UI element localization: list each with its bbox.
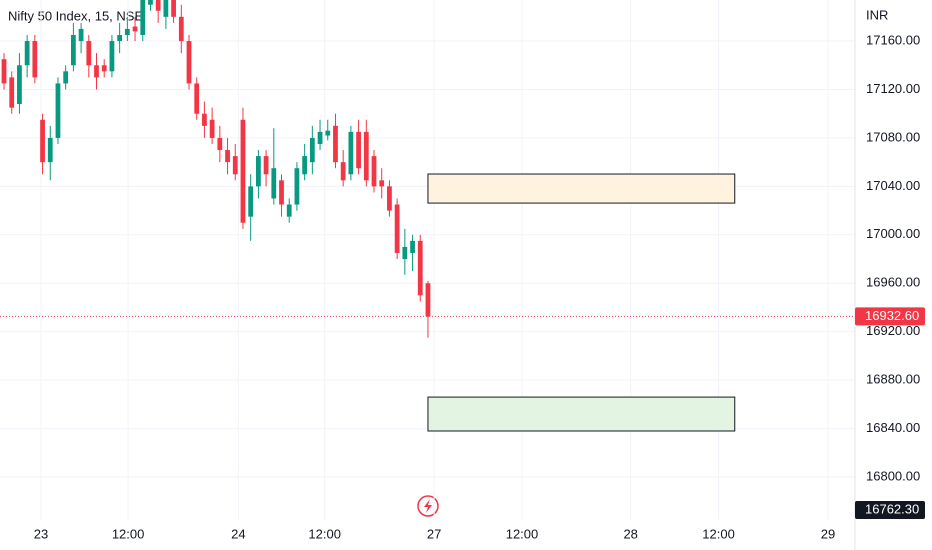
x-tick-label: 12:00 xyxy=(702,526,735,541)
candle-body xyxy=(325,130,331,136)
candle-body xyxy=(194,83,200,114)
candle-body xyxy=(340,162,346,181)
candle-body xyxy=(155,0,161,11)
candle-body xyxy=(248,186,254,217)
x-tick-label: 28 xyxy=(623,526,637,541)
candle-body xyxy=(217,137,223,151)
candle-body xyxy=(9,77,15,108)
candle-body xyxy=(24,41,30,66)
candle-body xyxy=(348,131,354,175)
y-tick-label: 17040.00 xyxy=(866,178,920,193)
x-tick-label: 24 xyxy=(231,526,245,541)
price-label-bg xyxy=(855,501,925,519)
candle-body xyxy=(402,246,408,260)
candle-body xyxy=(271,168,277,199)
y-tick-label: 16880.00 xyxy=(866,372,920,387)
candle-body xyxy=(263,156,269,175)
candle-body xyxy=(124,28,130,35)
candle-body xyxy=(394,204,400,253)
x-tick-label: 12:00 xyxy=(308,526,341,541)
candle-body xyxy=(163,0,169,17)
y-tick-label: 17120.00 xyxy=(866,81,920,96)
candle-body xyxy=(425,283,431,317)
price-label: 16762.30 xyxy=(865,501,919,516)
candle-body xyxy=(78,28,84,42)
price-label: 16932.60 xyxy=(865,308,919,323)
candle-body xyxy=(1,59,7,84)
candle-body xyxy=(371,156,377,187)
candle-body xyxy=(255,156,261,187)
candle-body xyxy=(202,113,207,126)
zone xyxy=(427,396,736,432)
x-tick-label: 23 xyxy=(34,526,48,541)
candle-body xyxy=(101,65,107,72)
candle-body xyxy=(240,119,246,223)
candle-body xyxy=(140,0,146,35)
candle-body xyxy=(294,168,300,205)
candle-body xyxy=(132,26,138,32)
candle-body xyxy=(109,41,115,72)
y-tick-label: 16840.00 xyxy=(866,420,920,435)
candle-body xyxy=(171,0,176,17)
y-tick-label: 17160.00 xyxy=(866,32,920,47)
y-tick-label: 16960.00 xyxy=(866,275,920,290)
candle-body xyxy=(55,83,61,138)
candle-body xyxy=(232,156,238,175)
y-tick-label: 16800.00 xyxy=(866,468,920,483)
x-tick-label: 12:00 xyxy=(506,526,539,541)
candle-body xyxy=(387,186,392,211)
candle-body xyxy=(279,180,284,205)
candle-body xyxy=(94,65,99,78)
candle-body xyxy=(363,131,369,181)
candle-body xyxy=(302,156,308,175)
candle-body xyxy=(225,150,230,163)
unit-label: INR xyxy=(866,7,888,22)
candle-body xyxy=(317,131,323,144)
candle-body xyxy=(178,16,184,42)
candle-body xyxy=(309,137,315,163)
chart-title: Nifty 50 Index, 15, NSE xyxy=(8,8,143,23)
candle-body xyxy=(333,125,338,163)
replay-icon[interactable] xyxy=(417,495,439,517)
y-tick-label: 17000.00 xyxy=(866,226,920,241)
y-tick-label: 17080.00 xyxy=(866,129,920,144)
candle-body xyxy=(186,41,192,84)
candle-body xyxy=(286,204,292,217)
candle-body xyxy=(47,137,53,163)
candle-body xyxy=(117,34,123,42)
candle-body xyxy=(148,0,153,5)
candle-body xyxy=(410,240,415,253)
candle-body xyxy=(209,119,215,138)
x-tick-label: 29 xyxy=(821,526,835,541)
candle-body xyxy=(356,131,361,169)
candle-body xyxy=(417,240,423,296)
candle-body xyxy=(379,180,385,187)
candle-body xyxy=(63,71,69,84)
candle-body xyxy=(32,41,38,78)
candle-body xyxy=(40,119,45,163)
zone xyxy=(427,173,736,204)
x-tick-label: 12:00 xyxy=(112,526,145,541)
candle-body xyxy=(86,41,92,66)
candle-body xyxy=(17,65,22,105)
y-tick-label: 16920.00 xyxy=(866,323,920,338)
x-tick-label: 27 xyxy=(427,526,441,541)
candle-body xyxy=(70,34,76,66)
price-label-bg xyxy=(855,307,925,326)
